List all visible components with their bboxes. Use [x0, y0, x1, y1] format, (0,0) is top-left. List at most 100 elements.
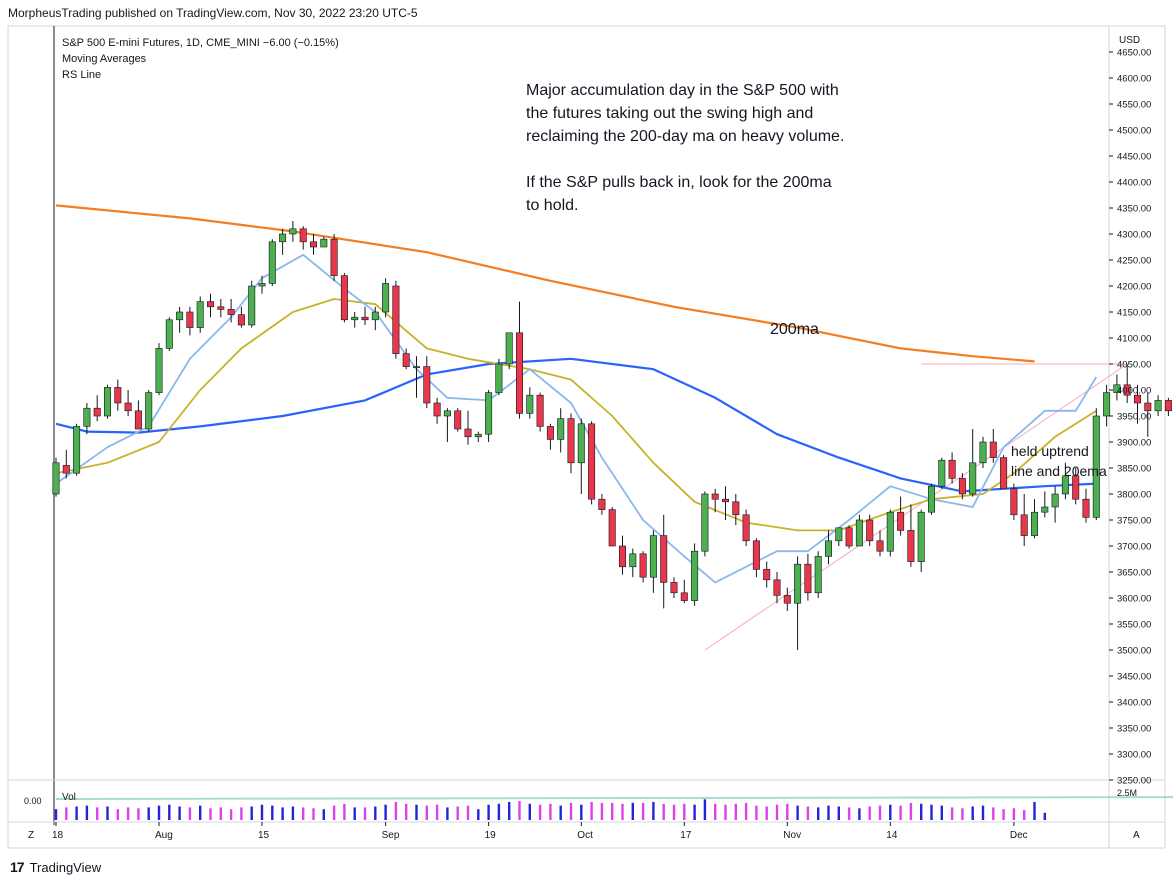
volume-bar — [425, 805, 428, 820]
candle-body — [289, 228, 297, 235]
candle-body — [588, 423, 596, 500]
volume-bar — [126, 807, 130, 820]
volume-bar — [157, 805, 161, 820]
volume-bar — [446, 807, 449, 820]
candle-body — [1154, 400, 1162, 412]
time-tick-label: 17 — [680, 830, 692, 841]
volume-bar — [981, 805, 985, 820]
volume-bar — [827, 805, 830, 820]
candle-body — [1092, 415, 1100, 518]
note-line: to hold. — [526, 197, 578, 214]
volume-bar — [992, 807, 995, 820]
volume-label[interactable]: Vol — [62, 792, 76, 803]
annotation-note: Major accumulation day in the S&P 500 wi… — [526, 82, 844, 214]
candle-body — [124, 402, 132, 412]
candles — [52, 221, 1172, 650]
note-line: the futures taking out the swing high an… — [526, 105, 813, 122]
held-line: line and 20ema — [1011, 463, 1107, 479]
legend-symbol[interactable]: S&P 500 E-mini Futures, 1D, CME_MINI −6.… — [62, 37, 339, 49]
volume-bar — [302, 807, 305, 820]
time-axis: 18 Aug 15 Sep 19 Oct 17 Nov 14 Dec — [52, 822, 1028, 841]
candle-body — [1113, 384, 1121, 393]
candle-body — [454, 410, 462, 430]
price-axis: 3250.00 3300.00 3350.00 3400.00 3450.00 3500.… — [1109, 48, 1151, 787]
candle-body — [196, 301, 204, 328]
candle-body — [660, 535, 668, 583]
corner-left-button[interactable]: Z — [28, 830, 34, 841]
volume-bar — [291, 806, 295, 820]
corner-right-button[interactable]: A — [1133, 830, 1140, 841]
volume-bar — [683, 803, 686, 820]
candle-body — [474, 433, 482, 438]
chart-frame — [7, 25, 1166, 849]
time-tick-label: Sep — [382, 830, 400, 841]
candle-body — [1041, 506, 1049, 513]
volume-bar — [75, 806, 78, 820]
candle-body — [649, 535, 657, 578]
candle-body — [989, 441, 997, 458]
candle-body — [917, 511, 925, 562]
price-tick-label: 4600.00 — [1117, 74, 1151, 85]
volume-bar — [528, 803, 531, 820]
candle-body — [495, 363, 503, 393]
ma200-label: 200ma — [770, 321, 819, 338]
legend-rs-line[interactable]: RS Line — [62, 69, 101, 81]
price-tick-label: 4200.00 — [1117, 282, 1151, 293]
candle-body — [227, 309, 235, 315]
candle-body — [969, 462, 977, 495]
candle-body — [979, 441, 987, 464]
candle-body — [361, 316, 369, 321]
price-tick-label: 3650.00 — [1117, 568, 1151, 579]
volume-bar — [209, 808, 212, 820]
volume-bar — [549, 803, 552, 820]
volume-bar — [837, 806, 840, 820]
volume-bar — [178, 806, 181, 820]
volume-bar — [199, 805, 202, 820]
candle-body — [927, 485, 935, 513]
volume-bar — [734, 803, 737, 820]
candle-body — [721, 498, 729, 503]
price-tick-label: 3400.00 — [1117, 698, 1151, 709]
legend-moving-averages[interactable]: Moving Averages — [62, 53, 147, 65]
candle-body — [680, 592, 688, 601]
volume-bar — [580, 804, 583, 820]
volume-bar — [641, 802, 645, 820]
candle-body — [248, 285, 256, 326]
price-tick-label: 4450.00 — [1117, 152, 1151, 163]
candle-body — [330, 238, 338, 276]
candle-body — [752, 540, 760, 570]
candle-body — [897, 511, 905, 531]
volume-bar — [930, 804, 933, 820]
footer: 17 TradingView — [0, 851, 1173, 883]
volume-bar — [899, 805, 902, 820]
candle-body — [608, 509, 616, 547]
candle-body — [464, 428, 472, 438]
volume-bar — [878, 805, 882, 820]
price-tick-label: 4650.00 — [1117, 48, 1151, 59]
candle-body — [1051, 493, 1059, 508]
candle-body — [1134, 394, 1142, 404]
price-tick-label: 3600.00 — [1117, 594, 1151, 605]
volume-bar — [775, 804, 779, 820]
candle-body — [938, 459, 946, 487]
candle-body — [546, 426, 554, 440]
candle-body — [237, 314, 245, 326]
price-tick-label: 3750.00 — [1117, 516, 1151, 527]
volume-bar — [971, 806, 974, 820]
volume-bar — [85, 805, 89, 820]
price-tick-label: 3350.00 — [1117, 724, 1151, 735]
candle-body — [763, 569, 771, 581]
note-line: reclaiming the 200-day ma on heavy volum… — [526, 128, 844, 145]
volume-bar — [569, 802, 573, 820]
price-tick-label: 3300.00 — [1117, 750, 1151, 761]
volume-bar — [332, 805, 336, 820]
volume-bar — [281, 807, 284, 820]
volume-bar — [435, 804, 439, 820]
volume-bar — [374, 806, 377, 820]
volume-bar — [744, 802, 748, 820]
volume-bar — [600, 802, 604, 820]
volume-bar — [271, 805, 274, 820]
candle-body — [670, 582, 678, 594]
volume-bar — [188, 807, 192, 820]
